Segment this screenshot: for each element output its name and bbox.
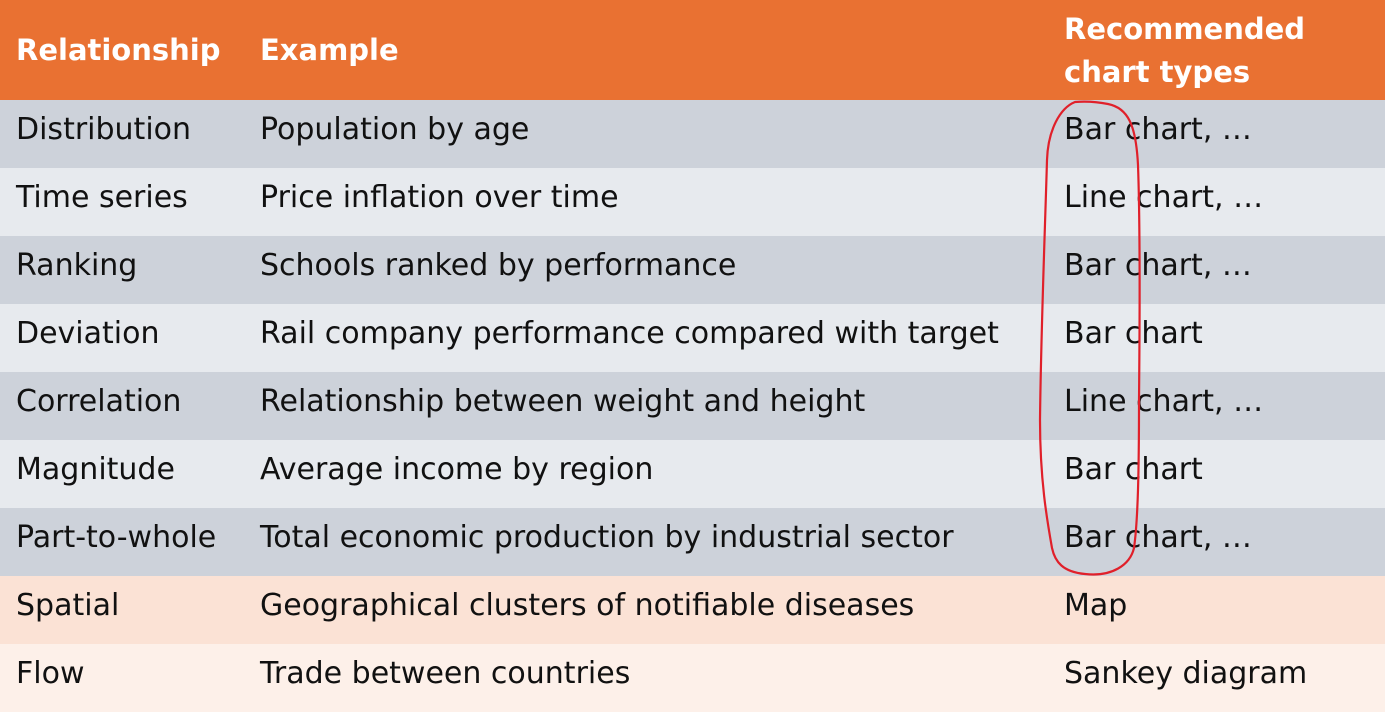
relationship-cell: Correlation — [16, 384, 182, 419]
table-row: Flow Trade between countries Sankey diagra… — [0, 644, 1385, 712]
example-cell: Population by age — [260, 112, 530, 147]
example-cell: Relationship between weight and height — [260, 384, 866, 419]
chart-type-cell: Bar chart, … — [1064, 248, 1252, 283]
header-relationship: Relationship — [16, 33, 221, 67]
header-recommended-line1: Recommended — [1064, 12, 1306, 46]
chart-type-cell: Bar chart, … — [1064, 520, 1252, 555]
example-cell: Rail company performance compared with t… — [260, 316, 999, 351]
table-row: Ranking Schools ranked by performance Bar … — [0, 236, 1385, 304]
chart-type-cell: Line chart, … — [1064, 384, 1264, 419]
relationship-cell: Ranking — [16, 248, 138, 283]
table-row: Correlation Relationship between weight a… — [0, 372, 1385, 440]
relationship-cell: Part-to-whole — [16, 520, 217, 555]
table-row: Time series Price inflation over time Line… — [0, 168, 1385, 236]
chart-type-cell: Line chart, … — [1064, 180, 1264, 215]
table-row: Distribution Population by age Bar chart, … — [0, 100, 1385, 168]
table-row: Spatial Geographical clusters of notifiab… — [0, 576, 1385, 644]
header-recommended-line2: chart types — [1064, 55, 1251, 89]
relationship-cell: Deviation — [16, 316, 160, 351]
chart-type-cell: Map — [1064, 588, 1128, 623]
relationship-cell: Magnitude — [16, 452, 175, 487]
relationship-cell: Flow — [16, 656, 85, 691]
relationship-cell: Time series — [16, 180, 188, 215]
chart-type-cell: Sankey diagram — [1064, 656, 1308, 691]
table-row: Magnitude Average income by region Bar cha… — [0, 440, 1385, 508]
example-cell: Schools ranked by performance — [260, 248, 737, 283]
example-cell: Trade between countries — [260, 656, 631, 691]
table-row: Part-to-whole Total economic production b… — [0, 508, 1385, 576]
chart-type-cell: Bar chart — [1064, 316, 1203, 351]
relationship-cell: Distribution — [16, 112, 192, 147]
example-cell: Total economic production by industrial … — [260, 520, 954, 555]
chart-type-cell: Bar chart, … — [1064, 112, 1252, 147]
relationship-cell: Spatial — [16, 588, 120, 623]
example-cell: Average income by region — [260, 452, 654, 487]
example-cell: Price inflation over time — [260, 180, 619, 215]
chart-type-cell: Bar chart — [1064, 452, 1203, 487]
table-header: Relationship Example Recommended chart t… — [0, 0, 1385, 100]
header-example: Example — [260, 33, 399, 67]
header-recommended-chart-types: Recommended chart types — [1064, 8, 1364, 94]
table-row: Deviation Rail company performance compar… — [0, 304, 1385, 372]
example-cell: Geographical clusters of notifiable dise… — [260, 588, 915, 623]
